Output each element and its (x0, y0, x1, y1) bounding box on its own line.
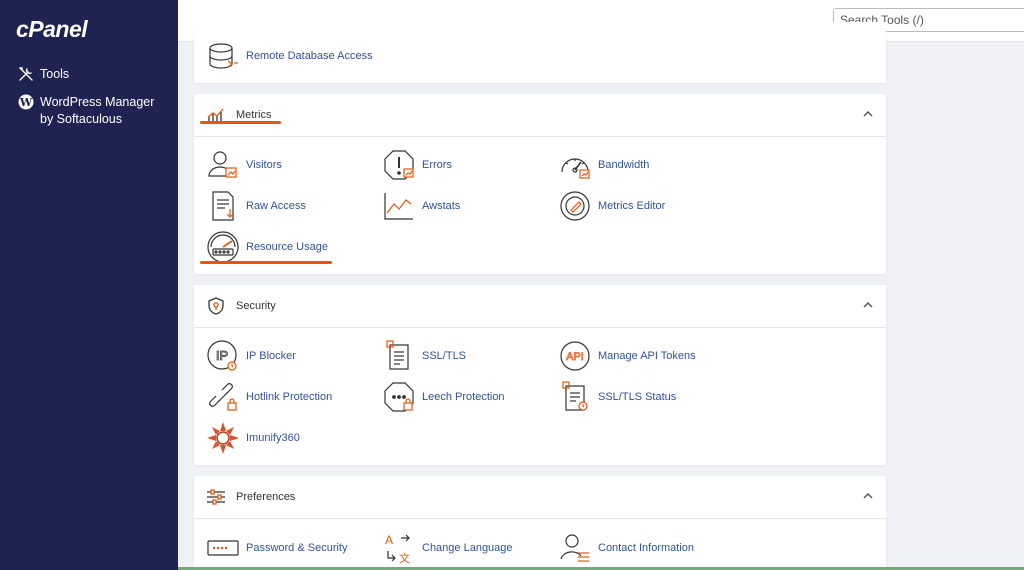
sidebar-item-label: Tools (40, 67, 70, 81)
bottom-strip (178, 567, 1024, 570)
section-title: Security (236, 300, 276, 312)
item-label: SSL/TLS (422, 350, 467, 362)
item-label: Imunify360 (246, 432, 300, 444)
sidebar-item-text: WordPress Manager by Softaculous (40, 94, 154, 128)
svg-text:A: A (385, 533, 393, 547)
tools-icon (18, 66, 34, 82)
metrics-editor-item[interactable]: Metrics Editor (558, 189, 665, 223)
metrics-card: Metrics Visitors Errors (194, 94, 886, 274)
item-label: Resource Usage (246, 241, 328, 253)
awstats-icon (382, 189, 416, 223)
databases-card: Remote Database Access (194, 22, 886, 83)
errors-icon (382, 148, 416, 182)
svg-text:文: 文 (399, 551, 410, 565)
sliders-icon (206, 487, 226, 507)
item-label: Manage API Tokens (598, 350, 696, 362)
cpanel-logo[interactable]: cPanel (16, 16, 88, 42)
metrics-header[interactable]: Metrics (194, 94, 886, 137)
contact-information-icon (558, 531, 592, 565)
svg-text:API: API (566, 351, 584, 363)
item-label: IP Blocker (246, 350, 296, 362)
remote-database-icon (206, 39, 240, 73)
item-label: Awstats (422, 200, 461, 212)
remote-database-access-item[interactable]: Remote Database Access (206, 39, 373, 73)
metrics-highlight-underline (200, 121, 281, 124)
raw-access-item[interactable]: Raw Access (206, 189, 306, 223)
item-label: Hotlink Protection (246, 391, 333, 403)
section-title: Preferences (236, 491, 296, 503)
item-label: Change Language (422, 542, 513, 554)
item-label: Visitors (246, 159, 282, 171)
preferences-header[interactable]: Preferences (194, 476, 886, 519)
imunify360-item[interactable]: Imunify360 (206, 421, 300, 455)
preferences-card: Preferences Password & Security A 文 Chan… (194, 476, 886, 570)
item-label: Raw Access (246, 200, 306, 212)
section-title: Metrics (236, 109, 272, 121)
item-label: SSL/TLS Status (598, 391, 677, 403)
change-language-item[interactable]: A 文 Change Language (382, 531, 513, 565)
visitors-icon (206, 148, 240, 182)
awstats-item[interactable]: Awstats (382, 189, 460, 223)
hotlink-protection-item[interactable]: Hotlink Protection (206, 380, 332, 414)
item-label: Bandwidth (598, 159, 650, 171)
chevron-up-icon[interactable] (862, 299, 874, 311)
item-label: Leech Protection (422, 391, 505, 403)
metrics-editor-icon (558, 189, 592, 223)
ip-blocker-item[interactable]: IP IP Blocker (206, 339, 296, 373)
manage-api-tokens-item[interactable]: API Manage API Tokens (558, 339, 696, 373)
change-language-icon: A 文 (382, 531, 416, 565)
password-security-icon (206, 531, 240, 565)
security-card: Security IP IP Blocker SSL/TLS AP (194, 285, 886, 465)
hotlink-protection-icon (206, 380, 240, 414)
resource-usage-item[interactable]: Resource Usage (206, 230, 328, 264)
ssl-tls-item[interactable]: SSL/TLS (382, 339, 466, 373)
item-label: Contact Information (598, 542, 694, 554)
security-header[interactable]: Security (194, 285, 886, 328)
resource-usage-icon (206, 230, 240, 264)
chevron-up-icon[interactable] (862, 490, 874, 502)
item-label: Password & Security (246, 542, 348, 554)
contact-information-item[interactable]: Contact Information (558, 531, 694, 565)
raw-access-icon (206, 189, 240, 223)
ip-blocker-icon: IP (206, 339, 240, 373)
item-label: Remote Database Access (246, 50, 373, 62)
bandwidth-icon (558, 148, 592, 182)
visitors-item[interactable]: Visitors (206, 148, 282, 182)
sidebar-item-wordpress-manager[interactable]: W WordPress Manager by Softaculous (18, 94, 154, 128)
ssl-tls-status-icon (558, 380, 592, 414)
item-label: Metrics Editor (598, 200, 666, 212)
sidebar-item-tools[interactable]: Tools (18, 66, 69, 83)
bandwidth-item[interactable]: Bandwidth (558, 148, 649, 182)
chevron-up-icon[interactable] (862, 108, 874, 120)
leech-protection-icon (382, 380, 416, 414)
password-security-item[interactable]: Password & Security (206, 531, 347, 565)
svg-text:IP: IP (216, 348, 228, 363)
shield-icon (206, 296, 226, 316)
errors-item[interactable]: Errors (382, 148, 452, 182)
sidebar: cPanel Tools W WordPress Manager by Soft… (0, 0, 178, 570)
wordpress-icon: W (18, 94, 34, 110)
svg-text:W: W (19, 96, 33, 109)
resource-usage-highlight-underline (200, 261, 332, 264)
sidebar-item-sublabel: by Softaculous (40, 112, 122, 126)
imunify360-icon (206, 421, 240, 455)
sidebar-item-label: WordPress Manager (40, 95, 155, 109)
api-tokens-icon: API (558, 339, 592, 373)
item-label: Errors (422, 159, 452, 171)
leech-protection-item[interactable]: Leech Protection (382, 380, 505, 414)
ssl-tls-icon (382, 339, 416, 373)
ssl-tls-status-item[interactable]: SSL/TLS Status (558, 380, 676, 414)
